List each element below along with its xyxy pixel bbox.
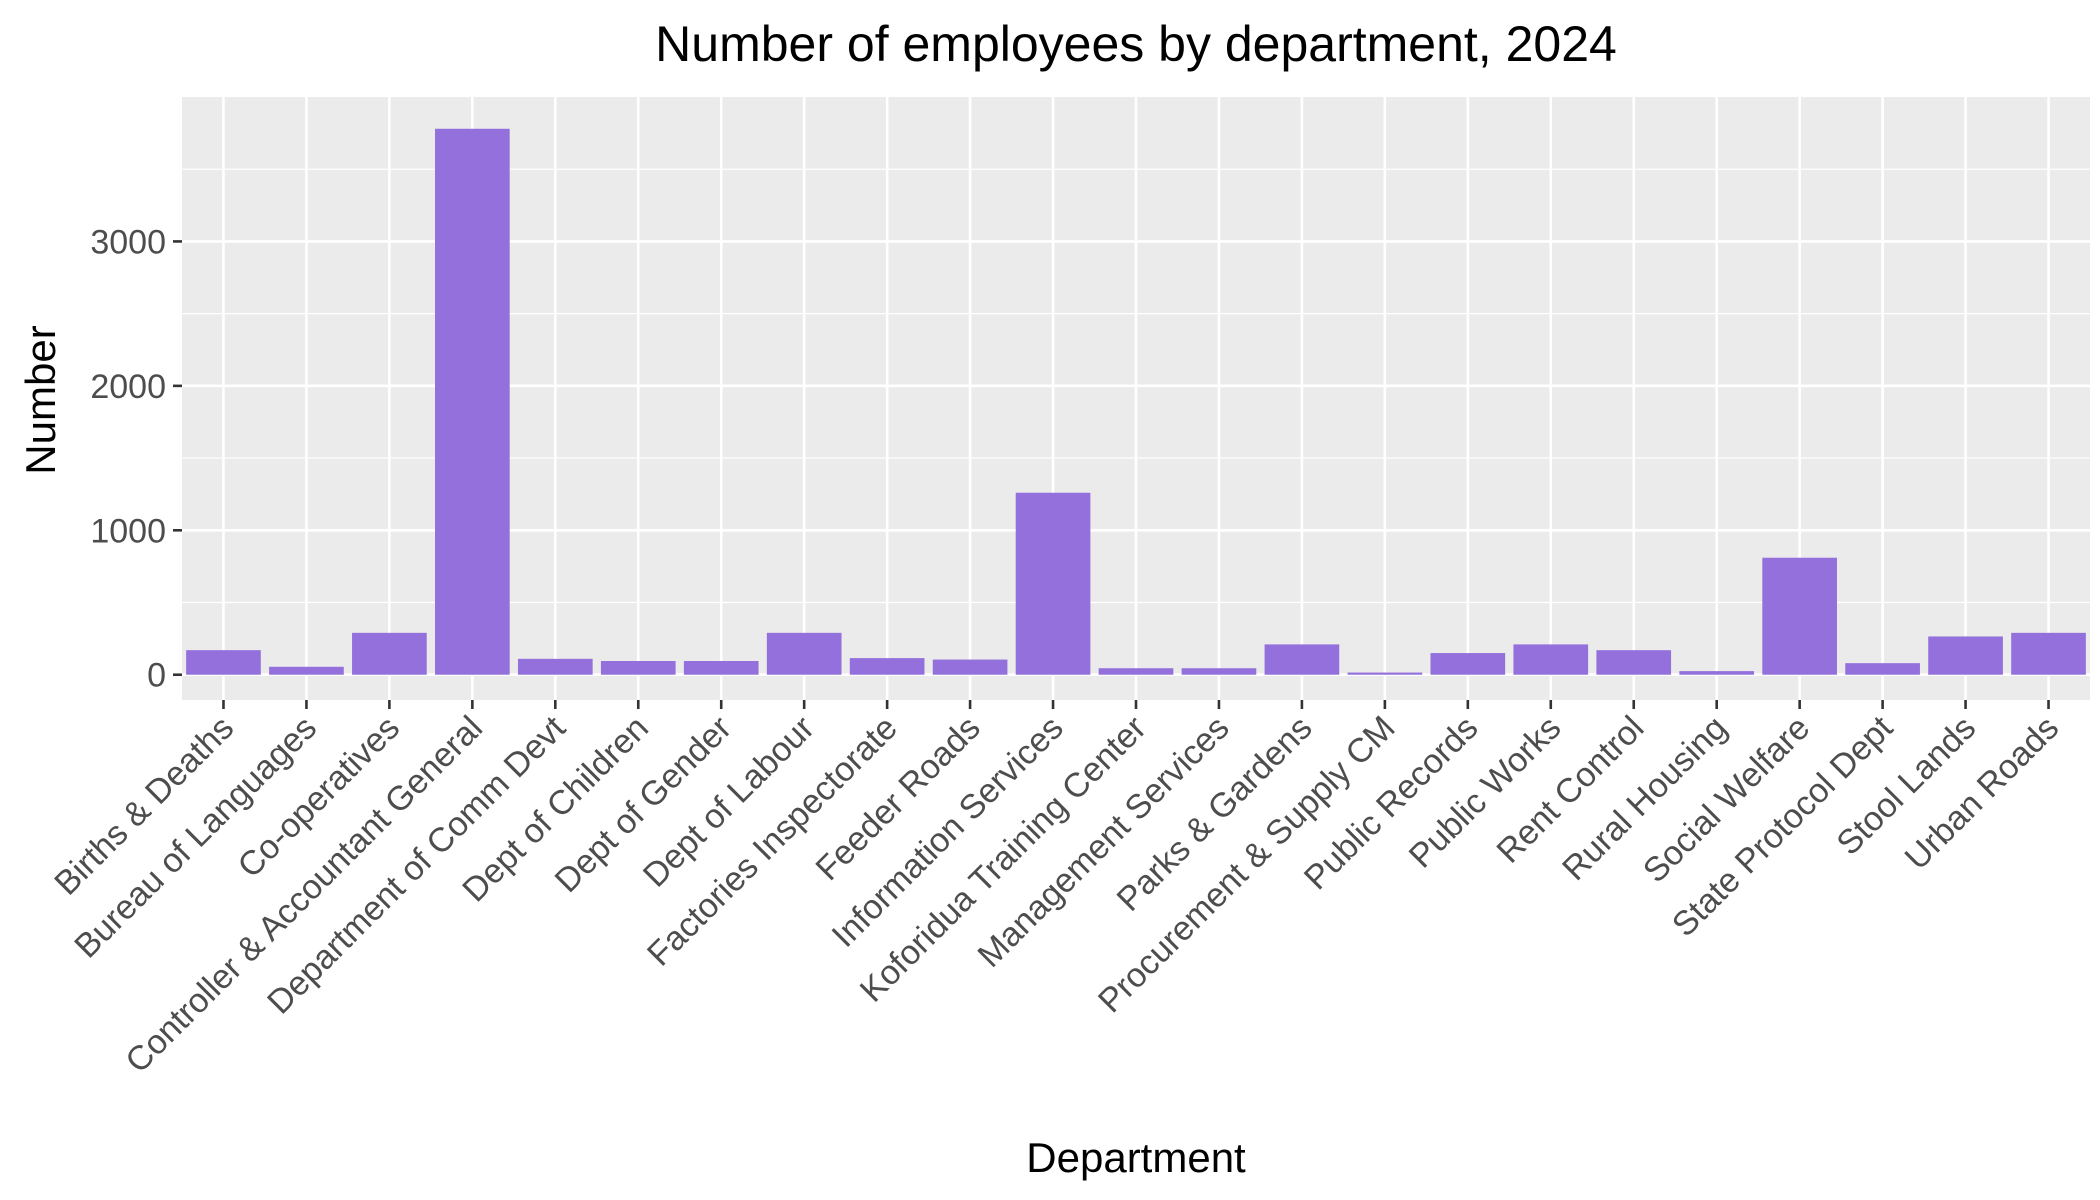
bar: [2011, 632, 2086, 675]
bar: [683, 661, 759, 675]
bar: [1762, 557, 1837, 675]
bar: [269, 666, 344, 675]
bar: [600, 661, 676, 675]
bar: [1679, 671, 1755, 675]
bar: [1181, 668, 1257, 675]
y-tick-label: 0: [147, 657, 166, 695]
bar: [435, 128, 510, 675]
bar: [1513, 644, 1589, 675]
bar: [766, 632, 842, 675]
bar: [352, 632, 427, 675]
y-tick-label: 1000: [90, 512, 166, 550]
bar: [932, 659, 1008, 675]
bar: [1845, 663, 1920, 675]
bar: [1264, 644, 1340, 675]
bar: [1430, 653, 1506, 675]
bar: [1928, 636, 2003, 675]
y-tick-label: 3000: [90, 223, 166, 261]
bar: [1098, 668, 1174, 675]
bar: [517, 658, 593, 675]
bar: [849, 658, 925, 675]
bar: [1596, 650, 1672, 675]
y-axis-title: Number: [17, 325, 64, 474]
bar: [186, 650, 261, 675]
bars: [186, 128, 2086, 675]
bar: [1015, 492, 1091, 675]
x-axis-title: Department: [1026, 1134, 1246, 1181]
chart-title: Number of employees by department, 2024: [655, 16, 1617, 72]
y-axis: 0 1000 2000 3000: [90, 223, 182, 695]
y-tick-label: 2000: [90, 368, 166, 406]
bar: [1347, 672, 1423, 675]
